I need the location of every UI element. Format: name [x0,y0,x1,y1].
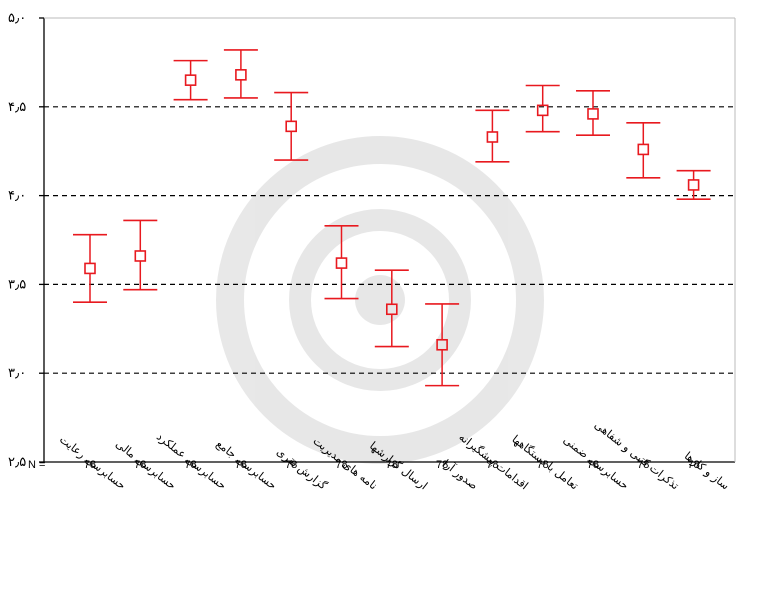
watermark [216,136,544,464]
mean-marker [184,74,197,86]
plot-frame [43,17,736,463]
mean-marker [84,262,96,275]
y-axis: ۲٫۵ ۳٫۰ ۳٫۵ ۴٫۰ ۴٫۵ ۵٫۰ [8,11,44,470]
mean-marker [385,303,398,316]
n-value: 78 [386,459,398,471]
error-bar-4 [223,49,258,99]
mean-marker [536,104,549,117]
n-value: 78 [587,459,599,471]
n-value: 78 [687,459,699,471]
n-value: 78 [285,459,297,471]
error-bar-5 [274,91,309,161]
n-value: 78 [235,459,247,471]
y-tick-label: ۳٫۵ [8,277,26,292]
mean-marker [285,120,298,133]
y-tick-label: ۲٫۵ [8,455,26,470]
n-value: 78 [436,459,448,471]
error-bar-10 [525,84,560,133]
error-bar-3 [173,59,208,101]
n-value: 78 [335,459,347,471]
error-bars [73,49,711,387]
error-bar-13 [676,169,711,200]
error-bar-9 [475,109,510,163]
mean-marker [486,131,499,143]
mean-marker [235,69,247,81]
error-bar-2 [123,219,158,291]
y-tick-label: ۴٫۰ [8,189,26,204]
y-tick-label: ۵٫۰ [8,11,26,26]
n-row: N = 78 78 78 78 78 78 78 78 78 78 78 78 78 [28,459,700,471]
n-value: 78 [184,459,196,471]
category-label: تذکرات کتبی و شفاهی [592,418,682,492]
mean-marker [687,179,700,191]
error-bar-11 [576,90,610,137]
error-bar-8 [425,303,460,387]
error-bar-12 [626,121,661,179]
mean-marker [436,338,448,351]
mean-marker [134,250,147,262]
n-value: 78 [637,459,649,471]
n-value: 78 [537,459,549,471]
mean-marker [587,108,599,120]
y-tick-label: ۳٫۰ [8,366,26,381]
y-tick-label: ۴٫۵ [8,100,26,115]
error-bar-7 [374,269,409,348]
grid-lines [44,106,735,374]
n-value: 78 [84,459,96,471]
mean-marker [637,143,650,156]
error-bar-6 [324,224,359,300]
mean-marker [335,257,348,269]
n-value: 78 [486,459,498,471]
n-label: N = [28,459,45,471]
n-value: 78 [134,459,146,471]
error-bar-1 [73,233,107,303]
